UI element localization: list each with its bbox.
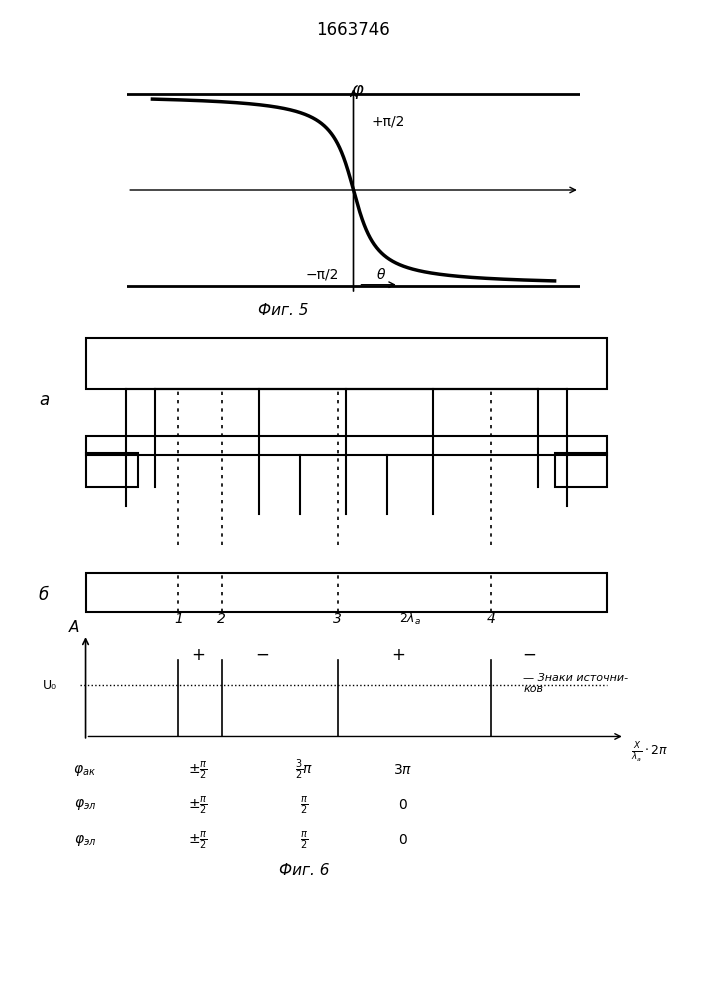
Text: Фиг. 5: Фиг. 5 xyxy=(257,303,308,318)
Text: −: − xyxy=(522,646,536,664)
Text: $\pm\frac{\pi}{2}$: $\pm\frac{\pi}{2}$ xyxy=(188,759,208,781)
Text: $3\pi$: $3\pi$ xyxy=(393,763,413,777)
Text: $\pm\frac{\pi}{2}$: $\pm\frac{\pi}{2}$ xyxy=(188,829,208,851)
Bar xyxy=(86,573,607,612)
Text: $\frac{3}{2}\pi$: $\frac{3}{2}\pi$ xyxy=(295,758,313,782)
Text: $0$: $0$ xyxy=(398,833,408,847)
Text: θ: θ xyxy=(377,268,385,282)
Text: 1: 1 xyxy=(174,612,182,626)
Text: −π/2: −π/2 xyxy=(305,268,339,282)
Text: $\varphi_{эл}$: $\varphi_{эл}$ xyxy=(74,832,96,848)
Text: а: а xyxy=(39,391,49,409)
Bar xyxy=(86,338,607,389)
Text: +π/2: +π/2 xyxy=(371,115,404,129)
Text: 4: 4 xyxy=(487,612,496,626)
Text: 2: 2 xyxy=(217,612,226,626)
Text: Фиг. 6: Фиг. 6 xyxy=(279,863,329,878)
Text: — Знаки источни-
ков: — Знаки источни- ков xyxy=(523,673,629,694)
Text: $\varphi_{эл}$: $\varphi_{эл}$ xyxy=(74,798,96,812)
Bar xyxy=(555,453,607,487)
Text: −: − xyxy=(255,646,269,664)
Bar xyxy=(86,453,138,487)
Text: б: б xyxy=(39,586,49,604)
Bar xyxy=(86,436,607,455)
Text: +: + xyxy=(392,646,406,664)
Text: $0$: $0$ xyxy=(398,798,408,812)
Text: +: + xyxy=(192,646,206,664)
Text: $\frac{\pi}{2}$: $\frac{\pi}{2}$ xyxy=(300,794,308,816)
Text: 3: 3 xyxy=(333,612,342,626)
Text: $\varphi_{ак}$: $\varphi_{ак}$ xyxy=(74,762,96,778)
Text: $\frac{X}{\lambda_a}\cdot 2\pi$: $\frac{X}{\lambda_a}\cdot 2\pi$ xyxy=(631,741,668,765)
Text: $\frac{\pi}{2}$: $\frac{\pi}{2}$ xyxy=(300,829,308,851)
Text: A: A xyxy=(69,620,79,635)
Text: $\pm\frac{\pi}{2}$: $\pm\frac{\pi}{2}$ xyxy=(188,794,208,816)
Text: U₀: U₀ xyxy=(42,679,57,692)
Text: $2\lambda_a$: $2\lambda_a$ xyxy=(399,611,421,627)
Text: 1663746: 1663746 xyxy=(317,21,390,39)
Text: φ: φ xyxy=(351,81,363,99)
